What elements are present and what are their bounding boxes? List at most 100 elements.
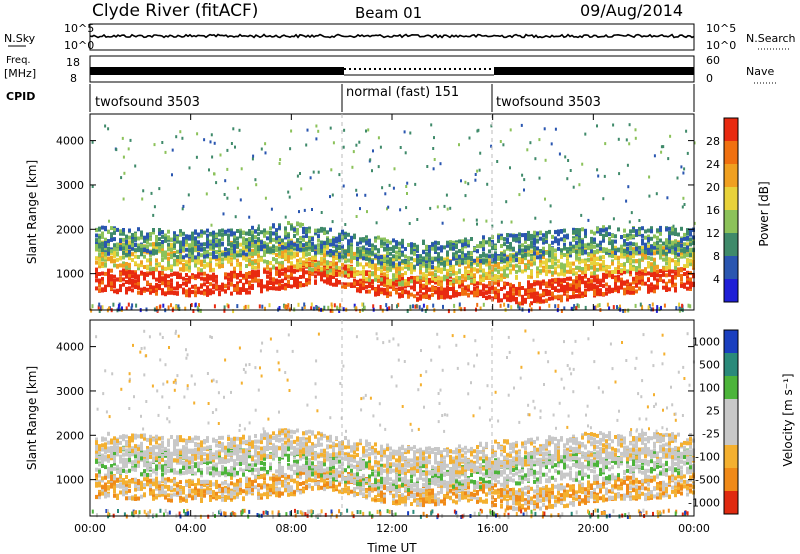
heatmap-cell	[161, 240, 164, 244]
heatmap-cell	[407, 243, 410, 247]
heatmap-cell	[278, 238, 281, 242]
heatmap-cell	[293, 227, 296, 232]
heatmap-cell	[245, 288, 248, 293]
heatmap-cell	[659, 227, 662, 232]
heatmap-cell	[110, 255, 113, 260]
heatmap-cell	[356, 242, 359, 247]
heatmap-cell	[523, 188, 525, 192]
heatmap-cell	[503, 293, 506, 298]
heatmap-cell	[122, 231, 125, 236]
heatmap-cell	[641, 279, 644, 283]
heatmap-cell	[629, 269, 632, 274]
heatmap-cell	[221, 285, 224, 290]
heatmap-cell	[155, 245, 158, 250]
heatmap-cell	[167, 274, 170, 279]
heatmap-cell	[554, 270, 557, 275]
heatmap-cell	[131, 288, 134, 293]
heatmap-cell	[529, 141, 532, 145]
heatmap-cell	[686, 253, 689, 258]
heatmap-cell	[134, 261, 137, 266]
heatmap-cell	[461, 287, 464, 292]
heatmap-cell	[368, 238, 371, 243]
heatmap-cell	[488, 242, 491, 247]
heatmap-cell	[602, 292, 605, 296]
heatmap-cell	[617, 137, 620, 141]
heatmap-cell	[467, 286, 470, 291]
heatmap-cell	[254, 239, 257, 244]
heatmap-cell	[128, 228, 131, 233]
heatmap-cell	[98, 264, 101, 269]
heatmap-cell	[428, 264, 431, 269]
heatmap-cell	[401, 266, 404, 271]
heatmap-cell	[152, 242, 155, 247]
heatmap-cell	[677, 257, 680, 262]
heatmap-cell	[293, 269, 296, 274]
heatmap-cell	[221, 252, 224, 257]
heatmap-cell	[146, 240, 149, 245]
heatmap-cell	[656, 305, 659, 310]
heatmap-cell	[656, 278, 659, 283]
heatmap-cell	[647, 261, 650, 265]
heatmap-cell	[587, 245, 590, 250]
heatmap-cell	[371, 265, 374, 270]
heatmap-cell	[314, 250, 317, 255]
heatmap-cell	[596, 262, 599, 267]
heatmap-cell	[461, 243, 464, 248]
heatmap-cell	[251, 238, 254, 243]
heatmap-cell	[650, 248, 653, 253]
heatmap-cell	[416, 291, 419, 296]
heatmap-cell	[446, 261, 449, 266]
heatmap-cell	[275, 245, 278, 250]
heatmap-cell	[482, 294, 485, 298]
heatmap-cell	[362, 277, 365, 282]
heatmap-cell	[503, 302, 506, 307]
heatmap-cell	[509, 287, 512, 292]
heatmap-cell	[551, 278, 554, 283]
heatmap-cell	[530, 292, 533, 297]
heatmap-cell	[671, 231, 674, 236]
heatmap-cell	[200, 268, 203, 273]
heatmap-cell	[140, 243, 143, 248]
heatmap-cell	[659, 277, 662, 282]
heatmap-cell	[632, 287, 635, 291]
heatmap-cell	[434, 286, 437, 291]
heatmap-cell	[596, 274, 599, 279]
heatmap-cell	[187, 193, 190, 197]
heatmap-cell	[506, 281, 509, 286]
heatmap-cell	[549, 204, 552, 208]
heatmap-cell	[95, 256, 98, 261]
heatmap-cell	[596, 243, 599, 248]
heatmap-cell	[245, 290, 248, 295]
heatmap-cell	[419, 254, 422, 259]
heatmap-cell	[311, 241, 314, 246]
heatmap-cell	[425, 285, 428, 290]
heatmap-cell	[188, 268, 191, 273]
heatmap-cell	[155, 277, 158, 282]
heatmap-cell	[674, 243, 677, 248]
heatmap-cell	[194, 285, 197, 290]
heatmap-cell	[416, 218, 419, 221]
heatmap-cell	[263, 269, 266, 274]
heatmap-cell	[365, 250, 368, 255]
heatmap-cell	[115, 148, 118, 152]
heatmap-cell	[104, 271, 107, 276]
heatmap-cell	[335, 261, 338, 266]
heatmap-cell	[142, 189, 145, 193]
heatmap-cell	[434, 273, 437, 278]
heatmap-cell	[491, 253, 494, 258]
heatmap-cell	[179, 284, 182, 289]
heatmap-cell	[152, 251, 155, 256]
heatmap-cell	[254, 270, 257, 275]
heatmap-cell	[383, 282, 386, 287]
heatmap-cell	[470, 278, 473, 283]
heatmap-cell	[467, 251, 470, 256]
heatmap-cell	[515, 275, 518, 280]
heatmap-cell	[521, 233, 524, 238]
heatmap-cell	[296, 284, 299, 289]
heatmap-cell	[95, 286, 98, 291]
heatmap-cell	[452, 293, 455, 298]
heatmap-cell	[485, 219, 488, 223]
heatmap-cell	[407, 290, 410, 295]
heatmap-cell	[452, 256, 455, 261]
heatmap-cell	[614, 234, 617, 239]
